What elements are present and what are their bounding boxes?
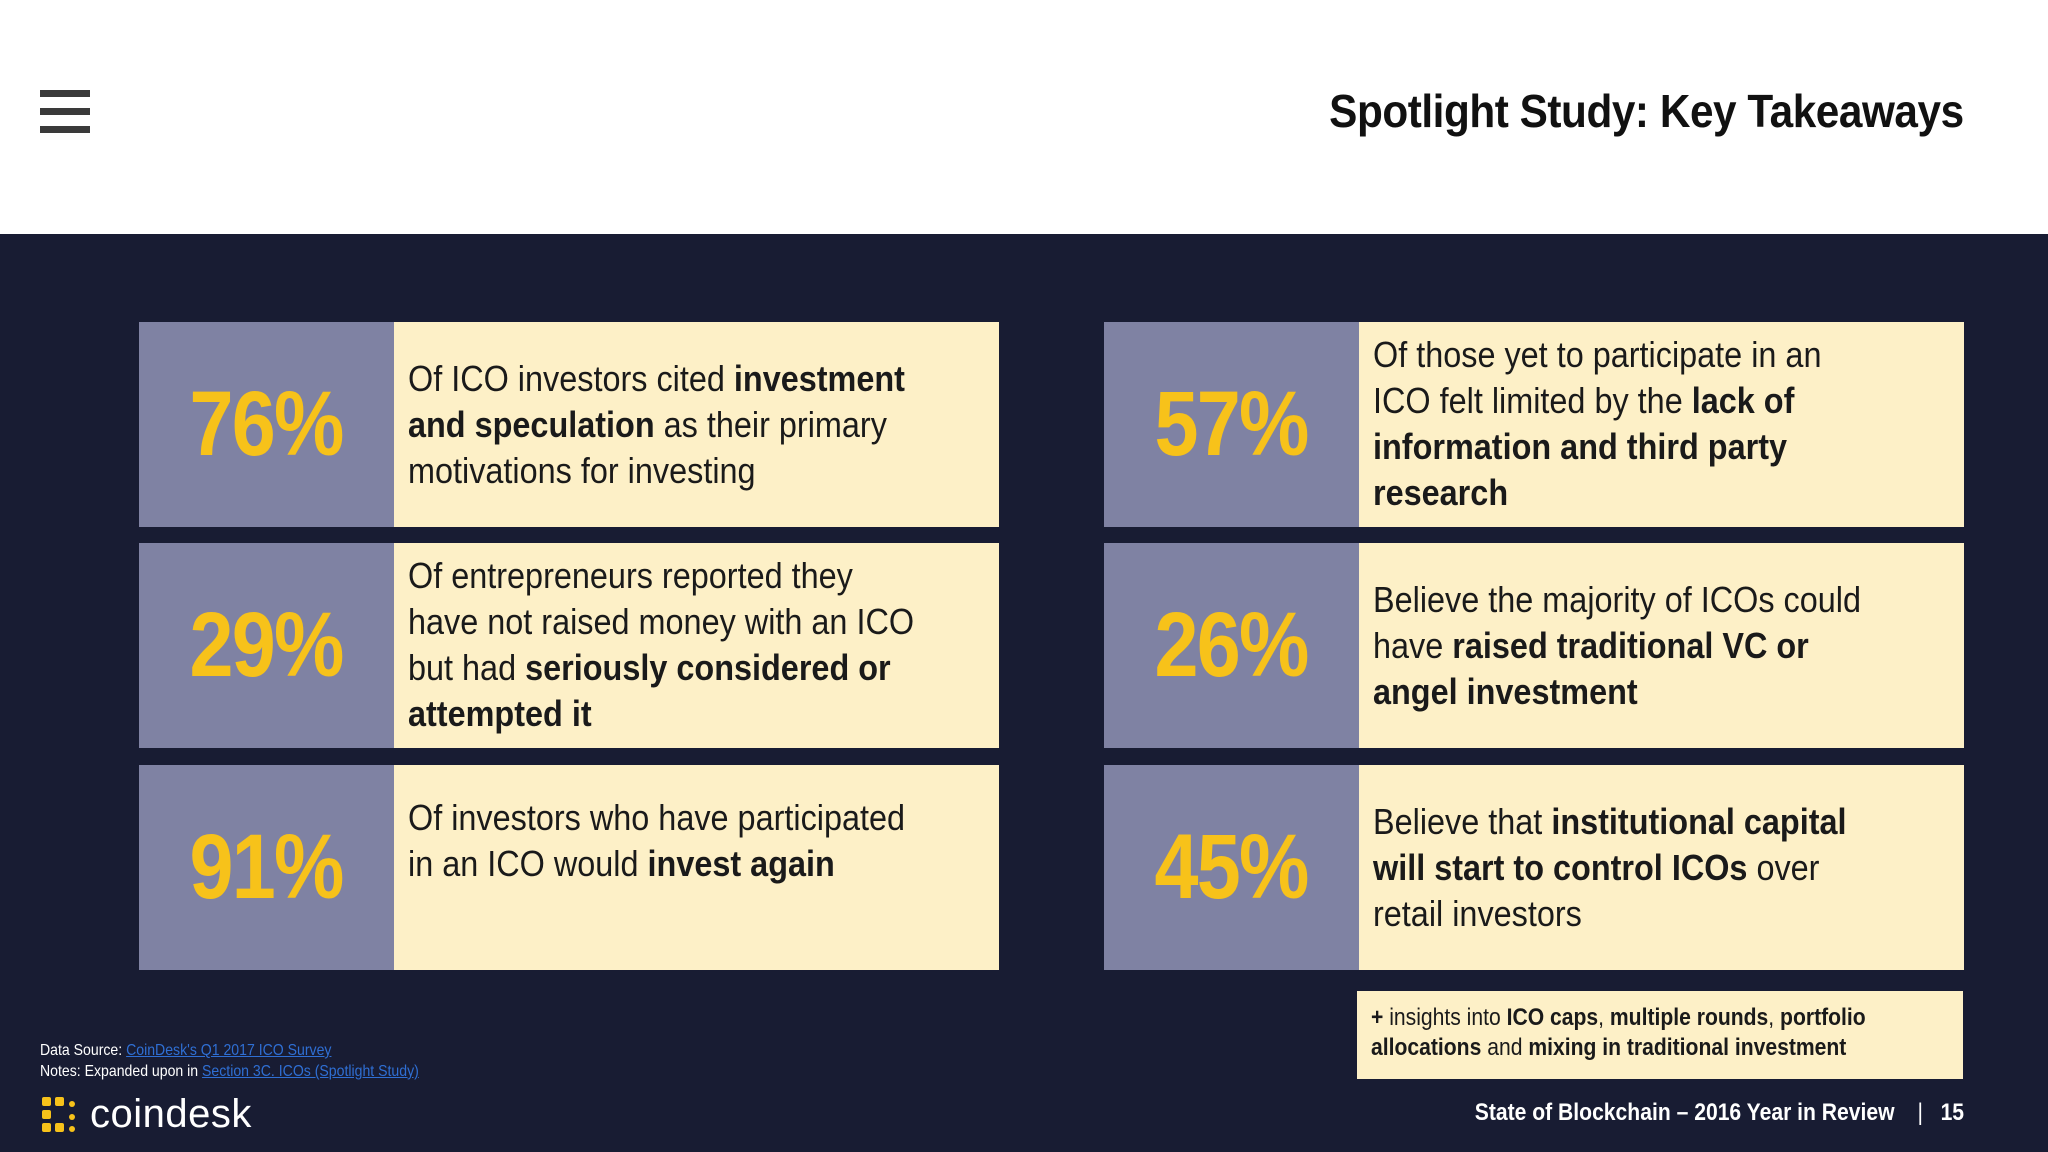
percent-box: 45% — [1104, 765, 1359, 970]
percent-value: 29% — [189, 594, 345, 696]
text-run: and — [1481, 1034, 1529, 1061]
bold-text: ICO caps — [1506, 1004, 1599, 1031]
footer: State of Blockchain – 2016 Year in Revie… — [1475, 1099, 1964, 1127]
text-run: Believe the majority of ICOs could have — [1373, 578, 1862, 666]
header: Spotlight Study: Key Takeaways — [0, 0, 2048, 234]
stat-card: 29% Of entrepreneurs reported they have … — [139, 543, 999, 748]
percent-box: 57% — [1104, 322, 1359, 527]
text-run: Believe that — [1373, 800, 1552, 842]
stat-text-box: Of entrepreneurs reported they have not … — [394, 543, 999, 748]
stat-card: 57% Of those yet to participate in an IC… — [1104, 322, 1964, 527]
bold-text: investment and speculation — [408, 357, 905, 445]
stat-text: Of investors who have participated in an… — [408, 795, 922, 887]
text-run: , — [1768, 1004, 1781, 1031]
text-run: Of ICO investors cited — [408, 357, 734, 399]
page-number: 15 — [1940, 1099, 1964, 1126]
text-run: , — [1598, 1004, 1610, 1031]
stat-text: Of those yet to participate in an ICO fe… — [1373, 332, 1887, 516]
data-source-link[interactable]: CoinDesk's Q1 2017 ICO Survey — [126, 1042, 332, 1059]
text-run: insights into — [1389, 1004, 1507, 1031]
stat-text: Believe the majority of ICOs could have … — [1373, 577, 1887, 715]
stat-text-box: Of those yet to participate in an ICO fe… — [1359, 322, 1964, 527]
stat-text-box: Believe the majority of ICOs could have … — [1359, 543, 1964, 748]
stat-card: 45% Believe that institutional capital w… — [1104, 765, 1964, 970]
text-run: over retail investors — [1373, 846, 1820, 934]
coindesk-logo-icon — [42, 1096, 75, 1132]
stat-text-box: Of ICO investors cited investment and sp… — [394, 322, 999, 527]
bold-text: + — [1371, 1004, 1390, 1031]
text-run: Of those yet to participate in an ICO fe… — [1373, 334, 1822, 421]
percent-value: 91% — [189, 816, 345, 918]
bold-text: multiple rounds — [1609, 1004, 1769, 1031]
percent-box: 29% — [139, 543, 394, 748]
percent-box: 91% — [139, 765, 394, 970]
bold-text: institutional capital will start to cont… — [1373, 800, 1847, 888]
percent-value: 76% — [189, 373, 345, 475]
text-run: Of investors who have participated in an… — [408, 797, 906, 884]
stat-text: Of ICO investors cited investment and sp… — [408, 356, 922, 494]
stat-card: 91% Of investors who have participated i… — [139, 765, 999, 970]
bold-text: portfolio allocations — [1371, 1004, 1866, 1061]
report-title: State of Blockchain – 2016 Year in Revie… — [1474, 1099, 1895, 1126]
coindesk-logo: coindesk — [40, 1092, 252, 1137]
stat-card: 26% Believe the majority of ICOs could h… — [1104, 543, 1964, 748]
text-run: as their primary motivations for investi… — [408, 403, 887, 491]
notes-label: Notes: Expanded upon in — [40, 1063, 203, 1080]
bold-text: mixing in traditional investment — [1528, 1034, 1847, 1061]
footer-separator: | — [1917, 1099, 1923, 1126]
insights-box: + insights into ICO caps, multiple round… — [1357, 991, 1963, 1079]
percent-value: 45% — [1154, 816, 1310, 918]
percent-box: 26% — [1104, 543, 1359, 748]
percent-box: 76% — [139, 322, 394, 527]
text-run: Of entrepreneurs reported they have not … — [408, 555, 915, 688]
stat-text-box: Of investors who have participated in an… — [394, 765, 999, 970]
menu-icon[interactable] — [40, 90, 90, 134]
bold-text: seriously considered or attempted it — [408, 647, 891, 734]
bold-text: raised traditional VC or angel investmen… — [1373, 624, 1809, 712]
coindesk-wordmark: coindesk — [90, 1092, 252, 1136]
insights-text: + insights into ICO caps, multiple round… — [1371, 1003, 1951, 1063]
bold-text: invest again — [647, 843, 835, 884]
stat-text-box: Believe that institutional capital will … — [1359, 765, 1964, 970]
bold-text: lack of information and third party rese… — [1373, 380, 1795, 513]
stat-text: Of entrepreneurs reported they have not … — [408, 553, 922, 737]
page-title: Spotlight Study: Key Takeaways — [1329, 85, 1965, 137]
percent-value: 26% — [1154, 594, 1310, 696]
stat-card: 76% Of ICO investors cited investment an… — [139, 322, 999, 527]
percent-value: 57% — [1154, 373, 1310, 475]
notes-link[interactable]: Section 3C. ICOs (Spotlight Study) — [202, 1063, 419, 1080]
data-source-label: Data Source: — [40, 1042, 127, 1059]
stat-text: Believe that institutional capital will … — [1373, 799, 1887, 937]
data-source-notes: Data Source: CoinDesk's Q1 2017 ICO Surv… — [40, 1040, 419, 1082]
